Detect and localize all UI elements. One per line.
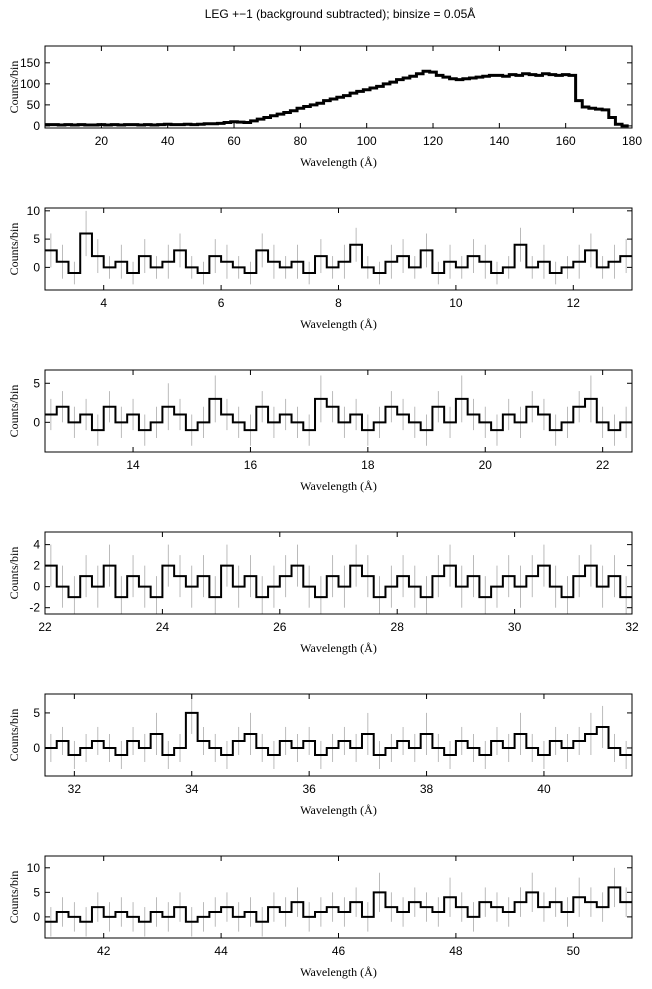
x-tick-label: 26 (273, 620, 287, 634)
x-tick-label: 38 (420, 782, 434, 796)
x-tick-label: 100 (357, 134, 377, 148)
x-tick-label: 42 (97, 944, 111, 958)
plot-frame (44, 369, 633, 453)
x-tick-label: 16 (244, 458, 258, 472)
x-tick-label: 18 (361, 458, 375, 472)
y-tick-label: 10 (27, 204, 41, 218)
x-axis-label: Wavelength (Å) (300, 155, 377, 169)
y-tick-label: 5 (33, 376, 40, 390)
y-axis-label: Counts/bin (7, 223, 21, 276)
plot-frame (44, 693, 633, 777)
spectrum-line (45, 886, 632, 923)
y-axis-label: Counts/bin (7, 871, 21, 924)
plot-area (45, 867, 632, 937)
x-tick-label: 30 (508, 620, 522, 634)
plot-area (45, 694, 632, 769)
x-tick-label: 10 (449, 296, 463, 310)
y-tick-label: 10 (27, 861, 41, 875)
x-tick-label: 34 (185, 782, 199, 796)
plot-frame (44, 45, 633, 129)
x-axis-label: Wavelength (Å) (300, 965, 377, 979)
x-tick-label: 140 (489, 134, 509, 148)
x-tick-label: 40 (161, 134, 175, 148)
plot-area (45, 544, 632, 614)
x-tick-label: 60 (227, 134, 241, 148)
spectrum-line (45, 711, 632, 756)
x-tick-label: 36 (302, 782, 316, 796)
x-tick-label: 22 (596, 458, 610, 472)
x-tick-label: 32 (68, 782, 82, 796)
y-tick-label: 0 (33, 260, 40, 274)
x-tick-label: 6 (218, 296, 225, 310)
x-tick-label: 32 (625, 620, 639, 634)
y-axis-label: Counts/bin (7, 61, 21, 114)
y-tick-label: 0 (33, 415, 40, 429)
x-tick-label: 22 (38, 620, 52, 634)
x-tick-label: 50 (567, 944, 581, 958)
y-axis-label: Counts/bin (7, 385, 21, 438)
x-tick-label: 46 (332, 944, 346, 958)
y-tick-label: 2 (33, 559, 40, 573)
x-tick-label: 180 (622, 134, 642, 148)
x-tick-label: 160 (556, 134, 576, 148)
y-axis-label: Counts/bin (7, 709, 21, 762)
y-tick-label: 5 (33, 885, 40, 899)
y-tick-label: 150 (20, 56, 40, 70)
chart-title: LEG +−1 (background subtracted); binsize… (205, 6, 476, 21)
x-tick-label: 120 (423, 134, 443, 148)
y-tick-label: 100 (20, 77, 40, 91)
y-tick-label: -2 (29, 601, 40, 615)
plot-area (45, 375, 632, 446)
spectrum-line (45, 232, 632, 275)
x-tick-label: 12 (567, 296, 581, 310)
x-axis-label: Wavelength (Å) (300, 641, 377, 655)
x-tick-label: 28 (391, 620, 405, 634)
x-tick-label: 48 (449, 944, 463, 958)
x-tick-label: 40 (537, 782, 551, 796)
y-tick-label: 0 (33, 580, 40, 594)
plot-frame (44, 531, 633, 615)
x-tick-label: 8 (335, 296, 342, 310)
y-tick-label: 5 (33, 706, 40, 720)
y-tick-label: 0 (33, 741, 40, 755)
y-axis-label: Counts/bin (7, 547, 21, 600)
x-tick-label: 20 (479, 458, 493, 472)
x-axis-label: Wavelength (Å) (300, 803, 377, 817)
x-tick-label: 4 (100, 296, 107, 310)
x-axis-label: Wavelength (Å) (300, 317, 377, 331)
x-tick-label: 80 (294, 134, 308, 148)
y-tick-label: 4 (33, 538, 40, 552)
plot-area (45, 210, 632, 285)
spectrum-line (45, 69, 629, 128)
x-axis-label: Wavelength (Å) (300, 479, 377, 493)
x-tick-label: 20 (95, 134, 109, 148)
y-tick-label: 50 (27, 98, 41, 112)
x-tick-label: 14 (126, 458, 140, 472)
x-tick-label: 24 (156, 620, 170, 634)
spectrum-line (45, 564, 632, 599)
y-tick-label: 0 (33, 910, 40, 924)
spectrum-line (45, 397, 632, 432)
y-tick-label: 5 (33, 232, 40, 246)
x-tick-label: 44 (214, 944, 228, 958)
y-tick-label: 0 (33, 119, 40, 133)
plot-area (45, 69, 629, 128)
